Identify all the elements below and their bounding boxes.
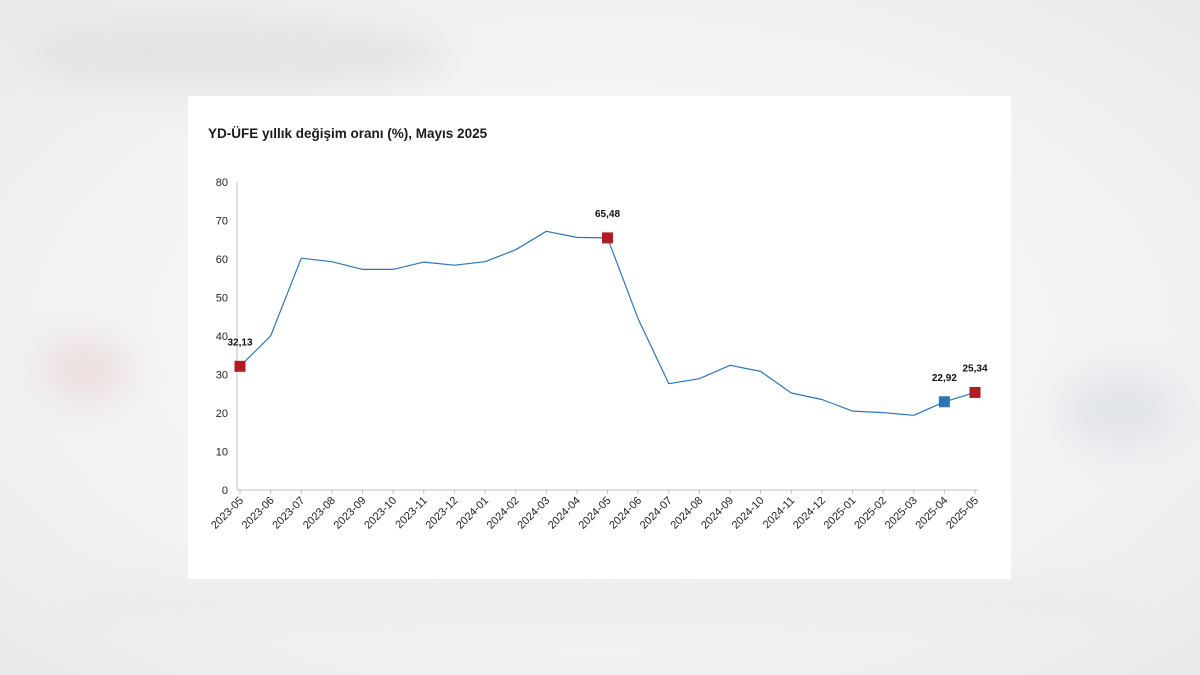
y-tick-label: 40	[216, 331, 228, 343]
background-blur-shape	[1060, 370, 1180, 450]
background-blur-shape	[30, 20, 450, 90]
y-axis-ticks: 0 10 20 30 40 50 60 70 80	[216, 177, 228, 497]
x-tick-label: 2023-08	[301, 495, 338, 532]
x-tick-label: 2024-06	[607, 495, 644, 532]
x-tick-label: 2023-07	[270, 495, 307, 532]
x-tick-label: 2024-05	[577, 495, 614, 532]
x-tick-label: 2025-05	[944, 495, 981, 532]
y-tick-label: 20	[216, 408, 228, 420]
x-tick-label: 2023-09	[332, 495, 369, 532]
y-tick-label: 60	[216, 254, 228, 266]
x-tick-label: 2023-06	[240, 495, 277, 532]
highlight-marker	[938, 396, 950, 408]
x-tick-label: 2025-04	[913, 495, 950, 532]
x-tick-label: 2024-11	[761, 495, 797, 531]
x-tick-label: 2024-08	[668, 495, 705, 532]
series-group	[239, 230, 976, 416]
x-tick-label: 2023-12	[423, 495, 460, 532]
x-tick-label: 2024-09	[699, 495, 736, 532]
y-tick-label: 30	[216, 370, 228, 382]
x-tick-label: 2024-07	[638, 495, 675, 532]
x-axis-ticks: 2023-052023-062023-072023-082023-092023-…	[209, 490, 981, 532]
chart-title: YD-ÜFE yıllık değişim oranı (%), Mayıs 2…	[208, 126, 488, 141]
y-tick-label: 50	[216, 293, 228, 305]
data-label: 22,92	[932, 373, 957, 384]
x-tick-label: 2024-12	[791, 495, 828, 532]
chart-card: YD-ÜFE yıllık değişim oranı (%), Mayıs 2…	[188, 96, 1011, 579]
highlight-marker	[234, 360, 246, 372]
data-label: 65,48	[595, 209, 620, 220]
chart-axes	[236, 182, 978, 491]
data-labels: 32,13 65,48 22,92 25,34	[227, 209, 987, 384]
x-tick-label: 2025-02	[852, 495, 889, 532]
x-tick-label: 2024-04	[546, 495, 583, 532]
highlight-marker	[969, 386, 981, 398]
x-tick-label: 2023-05	[209, 495, 246, 532]
y-tick-label: 80	[216, 177, 228, 189]
x-tick-label: 2025-03	[883, 495, 920, 532]
highlight-markers	[234, 232, 981, 408]
x-tick-label: 2024-03	[515, 495, 552, 532]
data-label: 32,13	[227, 337, 252, 348]
series-line	[239, 230, 976, 416]
x-tick-label: 2025-01	[822, 495, 859, 532]
y-tick-label: 0	[222, 485, 228, 497]
x-tick-label: 2023-10	[362, 495, 399, 532]
y-tick-label: 10	[216, 447, 228, 459]
y-tick-label: 70	[216, 216, 228, 228]
x-tick-label: 2024-02	[485, 495, 522, 532]
background-blur-shape	[60, 580, 1140, 620]
highlight-marker	[602, 232, 613, 244]
x-tick-label: 2023-11	[393, 495, 429, 531]
x-tick-label: 2024-10	[730, 495, 767, 532]
x-tick-label: 2024-01	[454, 495, 491, 532]
data-label: 25,34	[962, 363, 987, 374]
background-blur-shape	[40, 340, 130, 400]
